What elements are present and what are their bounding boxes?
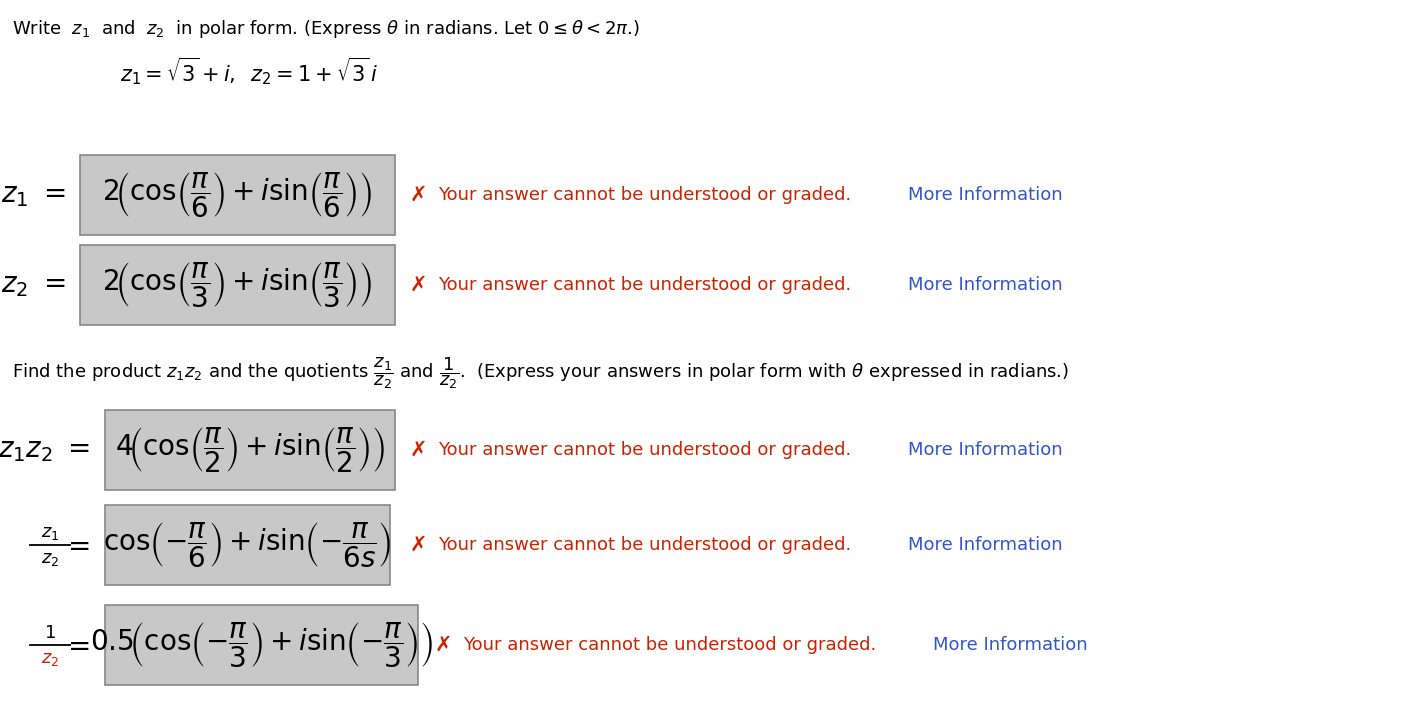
Text: More Information: More Information	[934, 636, 1088, 654]
Text: $=$: $=$	[62, 531, 90, 559]
Text: $z_2$: $z_2$	[41, 650, 59, 668]
FancyBboxPatch shape	[105, 505, 389, 585]
FancyBboxPatch shape	[80, 155, 395, 235]
FancyBboxPatch shape	[105, 605, 418, 685]
Text: $2\!\left(\cos\!\left(\dfrac{\pi}{3}\right) + i\sin\!\left(\dfrac{\pi}{3}\right): $2\!\left(\cos\!\left(\dfrac{\pi}{3}\rig…	[103, 260, 373, 310]
Text: $z_1z_2$ $=$: $z_1z_2$ $=$	[0, 436, 90, 464]
Text: Your answer cannot be understood or graded.: Your answer cannot be understood or grad…	[439, 536, 858, 554]
FancyBboxPatch shape	[105, 410, 395, 490]
Text: $=$: $=$	[62, 631, 90, 659]
Text: $z_1$ $=$: $z_1$ $=$	[0, 181, 65, 209]
Text: More Information: More Information	[908, 536, 1063, 554]
Text: ✗: ✗	[434, 635, 453, 655]
Text: $0.5\!\left(\cos\!\left(-\dfrac{\pi}{3}\right) + i\sin\!\left(-\dfrac{\pi}{3}\ri: $0.5\!\left(\cos\!\left(-\dfrac{\pi}{3}\…	[90, 620, 433, 670]
Text: More Information: More Information	[908, 276, 1063, 294]
Text: ✗: ✗	[411, 185, 427, 205]
Text: Your answer cannot be understood or graded.: Your answer cannot be understood or grad…	[439, 276, 858, 294]
Text: Find the product $z_1z_2$ and the quotients $\dfrac{z_1}{z_2}$ and $\dfrac{1}{z_: Find the product $z_1z_2$ and the quotie…	[13, 355, 1069, 391]
Text: Write  $z_1$  and  $z_2$  in polar form. (Express $\theta$ in radians. Let $0 \l: Write $z_1$ and $z_2$ in polar form. (Ex…	[13, 18, 640, 40]
Text: ✗: ✗	[411, 440, 427, 460]
Text: Your answer cannot be understood or graded.: Your answer cannot be understood or grad…	[463, 636, 882, 654]
Text: More Information: More Information	[908, 186, 1063, 204]
Text: Your answer cannot be understood or graded.: Your answer cannot be understood or grad…	[439, 186, 858, 204]
Text: Your answer cannot be understood or graded.: Your answer cannot be understood or grad…	[439, 441, 858, 459]
Text: $z_1 = \sqrt{3} + i, \;\; z_2 = 1 + \sqrt{3}\,i$: $z_1 = \sqrt{3} + i, \;\; z_2 = 1 + \sqr…	[120, 55, 378, 87]
Text: ✗: ✗	[411, 275, 427, 295]
Text: $1$: $1$	[44, 624, 56, 642]
Text: $4\!\left(\cos\!\left(\dfrac{\pi}{2}\right) + i\sin\!\left(\dfrac{\pi}{2}\right): $4\!\left(\cos\!\left(\dfrac{\pi}{2}\rig…	[115, 425, 385, 475]
Text: $\cos\!\left(-\dfrac{\pi}{6}\right) + i\sin\!\left(-\dfrac{\pi}{6s}\right)$: $\cos\!\left(-\dfrac{\pi}{6}\right) + i\…	[103, 520, 392, 570]
Text: $2\!\left(\cos\!\left(\dfrac{\pi}{6}\right) + i\sin\!\left(\dfrac{\pi}{6}\right): $2\!\left(\cos\!\left(\dfrac{\pi}{6}\rig…	[103, 170, 373, 220]
Text: $z_2$ $=$: $z_2$ $=$	[0, 271, 65, 299]
Text: ✗: ✗	[411, 535, 427, 555]
Text: $z_1$: $z_1$	[41, 524, 59, 542]
Text: More Information: More Information	[908, 441, 1063, 459]
Text: $z_2$: $z_2$	[41, 550, 59, 568]
FancyBboxPatch shape	[80, 245, 395, 325]
